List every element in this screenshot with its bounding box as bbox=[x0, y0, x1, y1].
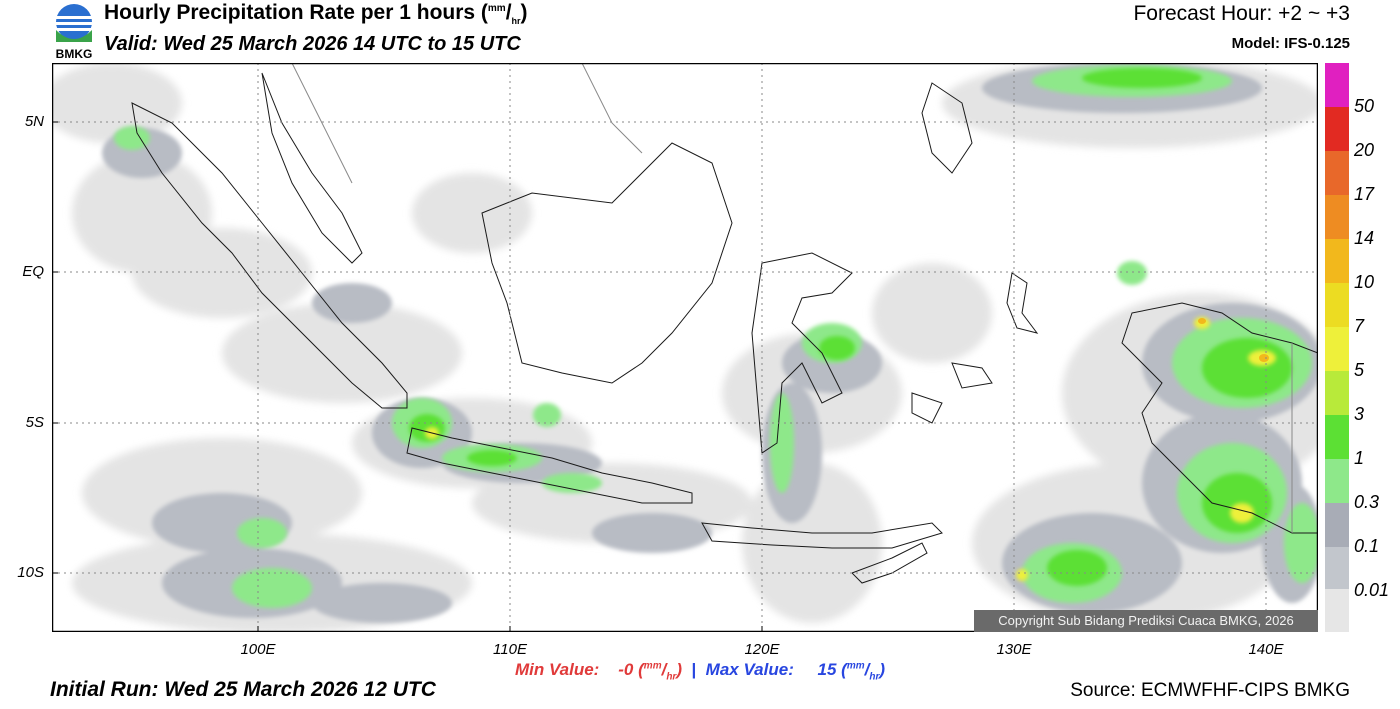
legend-level: 14 bbox=[1354, 228, 1375, 248]
valid-time: Valid: Wed 25 March 2026 14 UTC to 15 UT… bbox=[104, 33, 521, 55]
legend-swatch bbox=[1325, 63, 1349, 107]
logo-text: BMKG bbox=[56, 47, 93, 60]
min-value: -0 bbox=[618, 660, 634, 679]
gridlines bbox=[52, 63, 1318, 632]
initial-run: Initial Run: Wed 25 March 2026 12 UTC bbox=[50, 678, 436, 701]
precip-green bbox=[409, 68, 1292, 586]
coastlines bbox=[131, 72, 1318, 584]
precip-orange bbox=[1198, 318, 1269, 362]
legend-level: 50 bbox=[1354, 96, 1375, 116]
legend-level: 0.3 bbox=[1354, 492, 1380, 512]
legend-level: 10 bbox=[1354, 272, 1375, 292]
legend-level: 17 bbox=[1354, 184, 1375, 204]
legend-level: 20 bbox=[1354, 140, 1375, 160]
legend-swatch bbox=[1325, 415, 1349, 459]
min-max-stats: Min Value: -0 (mm/hr) | Max Value: 15 (m… bbox=[514, 660, 886, 683]
lon-label: 110E bbox=[493, 641, 527, 658]
lat-label: 10S bbox=[17, 564, 44, 581]
precipitation-map bbox=[52, 63, 1318, 632]
legend-level: 1 bbox=[1354, 448, 1365, 468]
data-source: Source: ECMWFHF-CIPS BMKG bbox=[1070, 680, 1350, 701]
legend-swatch bbox=[1325, 547, 1349, 589]
legend-colorbar bbox=[1325, 63, 1349, 632]
min-label: Min Value: bbox=[514, 660, 600, 679]
precip-yellow bbox=[425, 317, 1276, 581]
lon-label: 100E bbox=[240, 641, 276, 658]
legend-swatch bbox=[1325, 151, 1349, 195]
legend-level: 5 bbox=[1354, 360, 1365, 380]
legend-swatch bbox=[1325, 239, 1349, 283]
legend-swatch bbox=[1325, 195, 1349, 239]
legend-swatch bbox=[1325, 327, 1349, 371]
lon-label: 130E bbox=[996, 641, 1032, 658]
lon-label: 140E bbox=[1248, 641, 1284, 658]
lat-label: EQ bbox=[22, 263, 44, 280]
max-label: Max Value: bbox=[705, 660, 794, 679]
lat-label: 5N bbox=[24, 113, 44, 130]
forecast-hour: Forecast Hour: +2 ~ +3 bbox=[1133, 2, 1350, 25]
legend-level: 0.01 bbox=[1354, 580, 1390, 600]
legend-swatch bbox=[1325, 283, 1349, 327]
bmkg-logo-icon: BMKG bbox=[56, 4, 93, 60]
legend-level: 0.1 bbox=[1354, 536, 1380, 556]
model-name: Model: IFS-0.125 bbox=[1231, 35, 1350, 52]
stats-separator: | bbox=[691, 660, 697, 679]
legend-swatch bbox=[1325, 459, 1349, 503]
legend-swatch bbox=[1325, 589, 1349, 632]
copyright-label: Copyright Sub Bidang Prediksi Cuaca BMKG… bbox=[974, 610, 1318, 632]
max-value: 15 bbox=[817, 660, 837, 679]
lon-label: 120E bbox=[744, 641, 780, 658]
legend-swatch bbox=[1325, 371, 1349, 415]
borders bbox=[291, 63, 1293, 533]
lat-label: 5S bbox=[25, 414, 44, 431]
legend-level: 7 bbox=[1354, 316, 1365, 336]
legend-swatch bbox=[1325, 503, 1349, 547]
legend-level: 3 bbox=[1354, 404, 1365, 424]
map-title: Hourly Precipitation Rate per 1 hours (m… bbox=[104, 1, 528, 27]
legend-swatch bbox=[1325, 107, 1349, 151]
